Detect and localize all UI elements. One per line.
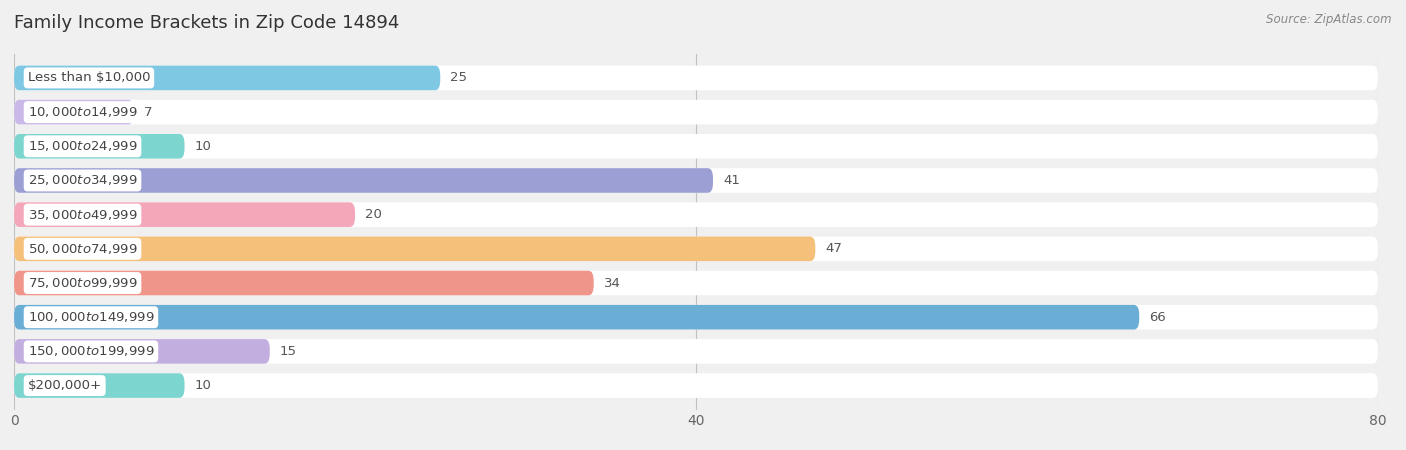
Text: 66: 66 — [1150, 310, 1166, 324]
FancyBboxPatch shape — [14, 100, 134, 124]
FancyBboxPatch shape — [14, 305, 1378, 329]
Text: $200,000+: $200,000+ — [28, 379, 101, 392]
Text: 20: 20 — [366, 208, 382, 221]
Text: 10: 10 — [195, 140, 212, 153]
FancyBboxPatch shape — [14, 305, 1139, 329]
FancyBboxPatch shape — [14, 237, 815, 261]
Text: $150,000 to $199,999: $150,000 to $199,999 — [28, 344, 155, 358]
FancyBboxPatch shape — [14, 271, 593, 295]
Text: $10,000 to $14,999: $10,000 to $14,999 — [28, 105, 138, 119]
Text: 25: 25 — [450, 72, 467, 85]
Text: 10: 10 — [195, 379, 212, 392]
Text: $50,000 to $74,999: $50,000 to $74,999 — [28, 242, 138, 256]
FancyBboxPatch shape — [14, 134, 184, 158]
Text: 7: 7 — [143, 106, 152, 119]
FancyBboxPatch shape — [14, 339, 1378, 364]
Text: $75,000 to $99,999: $75,000 to $99,999 — [28, 276, 138, 290]
FancyBboxPatch shape — [14, 66, 440, 90]
Text: Less than $10,000: Less than $10,000 — [28, 72, 150, 85]
FancyBboxPatch shape — [14, 168, 1378, 193]
Text: Source: ZipAtlas.com: Source: ZipAtlas.com — [1267, 14, 1392, 27]
FancyBboxPatch shape — [14, 202, 356, 227]
FancyBboxPatch shape — [14, 339, 270, 364]
FancyBboxPatch shape — [14, 373, 184, 398]
FancyBboxPatch shape — [14, 66, 1378, 90]
Text: Family Income Brackets in Zip Code 14894: Family Income Brackets in Zip Code 14894 — [14, 14, 399, 32]
Text: $100,000 to $149,999: $100,000 to $149,999 — [28, 310, 155, 324]
FancyBboxPatch shape — [14, 168, 713, 193]
FancyBboxPatch shape — [14, 237, 1378, 261]
Text: $15,000 to $24,999: $15,000 to $24,999 — [28, 140, 138, 153]
Text: 34: 34 — [605, 276, 621, 289]
Text: $25,000 to $34,999: $25,000 to $34,999 — [28, 174, 138, 188]
Text: 15: 15 — [280, 345, 297, 358]
Text: 47: 47 — [825, 243, 842, 255]
Text: $35,000 to $49,999: $35,000 to $49,999 — [28, 207, 138, 222]
FancyBboxPatch shape — [14, 271, 1378, 295]
Text: 41: 41 — [723, 174, 740, 187]
FancyBboxPatch shape — [14, 373, 1378, 398]
FancyBboxPatch shape — [14, 134, 1378, 158]
FancyBboxPatch shape — [14, 202, 1378, 227]
FancyBboxPatch shape — [14, 100, 1378, 124]
